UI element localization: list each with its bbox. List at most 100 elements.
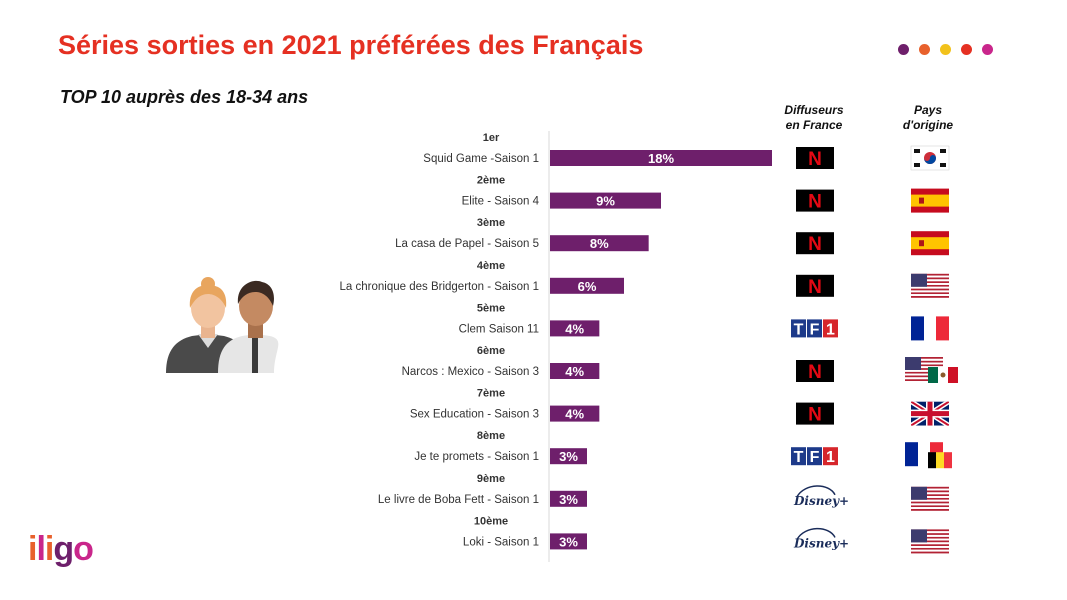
header-dot <box>898 44 909 55</box>
netflix-icon: N <box>796 232 834 255</box>
data-label: 18% <box>648 151 674 166</box>
category-label: Clem Saison 11 <box>459 323 539 335</box>
category-label: Elite - Saison 4 <box>462 196 540 208</box>
svg-text:N: N <box>808 149 822 170</box>
svg-text:N: N <box>808 405 822 426</box>
category-label: Je te promets - Saison 1 <box>414 451 539 463</box>
data-label: 3% <box>559 449 578 464</box>
people-illustration-icon <box>166 277 279 373</box>
rank-label: 3ème <box>477 217 505 229</box>
south-korea-flag-icon <box>910 145 950 171</box>
rank-label: 10ème <box>474 515 508 527</box>
usa-flag-icon <box>911 273 949 298</box>
category-label: La casa de Papel - Saison 5 <box>395 238 539 250</box>
usa-flag-icon <box>905 357 943 381</box>
chart-row: 3ème La casa de Papel - Saison 5 8% <box>395 217 949 256</box>
disney-plus-icon: Disney+ <box>793 527 849 550</box>
iligo-logo: iligo <box>28 530 94 569</box>
data-label: 3% <box>559 492 578 507</box>
chart-row: 8ème Je te promets - Saison 1 3% <box>414 430 952 469</box>
bar <box>550 533 587 550</box>
broadcaster-header-line1: Diffuseurs <box>784 103 844 117</box>
spain-flag-icon <box>911 231 949 256</box>
svg-text:N: N <box>808 362 822 383</box>
chart-row: 7ème Sex Education - Saison 3 4% <box>410 388 949 426</box>
svg-text:N: N <box>808 277 822 298</box>
svg-text:1: 1 <box>826 321 835 338</box>
logo-letter: g <box>53 530 74 568</box>
chart-row: 10ème Loki - Saison 1 3% <box>463 515 949 554</box>
data-label: 4% <box>565 407 584 422</box>
bar <box>550 448 587 465</box>
svg-text:T: T <box>794 449 804 466</box>
category-label: Narcos : Mexico - Saison 3 <box>402 366 539 378</box>
logo-letter: l <box>36 530 46 568</box>
netflix-icon: N <box>796 402 834 426</box>
svg-text:F: F <box>810 449 820 466</box>
data-label: 4% <box>565 321 584 336</box>
chart-row: 9ème Le livre de Boba Fett - Saison 1 3% <box>378 473 949 511</box>
netflix-icon: N <box>796 360 834 383</box>
france-flag-icon <box>911 316 949 341</box>
rank-label: 5ème <box>477 302 505 314</box>
bar <box>550 277 624 294</box>
chart-row: 6ème Narcos : Mexico - Saison 3 4% <box>402 345 958 383</box>
data-label: 8% <box>590 236 609 251</box>
origin-header-line1: Pays <box>913 103 943 117</box>
uk-flag-icon <box>911 401 949 426</box>
usa-flag-icon <box>911 486 949 511</box>
header-dot <box>982 44 993 55</box>
bar <box>550 192 661 209</box>
data-label: 3% <box>559 534 578 549</box>
page-title: Séries sorties en 2021 préférées des Fra… <box>58 30 644 60</box>
header-dot <box>940 44 951 55</box>
logo-letter: o <box>73 530 94 568</box>
chart-row: 4ème La chronique des Bridgerton - Saison… <box>340 260 949 298</box>
svg-text:1: 1 <box>826 449 835 466</box>
usa-flag-icon <box>911 529 949 554</box>
bar <box>550 320 600 337</box>
spain-flag-icon <box>911 188 949 213</box>
netflix-icon: N <box>796 189 834 213</box>
category-label: Loki - Saison 1 <box>463 536 539 548</box>
rank-label: 4ème <box>477 260 505 272</box>
bar <box>550 363 600 379</box>
rank-label: 2ème <box>477 175 505 187</box>
rank-label: 1er <box>483 132 500 144</box>
category-label: La chronique des Bridgerton - Saison 1 <box>340 281 539 293</box>
bar <box>550 405 600 422</box>
svg-text:F: F <box>810 321 820 338</box>
logo-letter: i <box>44 530 55 568</box>
logo-letter: i <box>28 530 38 568</box>
bar <box>550 150 772 166</box>
data-label: 9% <box>596 194 615 209</box>
category-label: Squid Game -Saison 1 <box>423 153 539 165</box>
svg-text:N: N <box>808 234 822 255</box>
mexico-flag-icon <box>928 367 958 383</box>
svg-text:N: N <box>808 192 822 213</box>
broadcaster-header-line2: en France <box>785 118 843 132</box>
data-label: 4% <box>565 364 584 379</box>
svg-text:T: T <box>794 321 804 338</box>
rank-label: 7ème <box>477 388 505 400</box>
chart-row: 2ème Elite - Saison 4 9% <box>462 175 949 213</box>
rank-label: 8ème <box>477 430 505 442</box>
rank-label: 9ème <box>477 473 505 485</box>
page-subtitle: TOP 10 auprès des 18-34 ans <box>60 87 309 107</box>
origin-header-line2: d'origine <box>902 118 954 132</box>
netflix-icon: N <box>796 147 834 170</box>
header-dot <box>919 44 930 55</box>
broadcaster-column-header: Diffuseurs en France <box>764 103 864 133</box>
data-label: 6% <box>578 279 597 294</box>
netflix-icon: N <box>796 274 834 298</box>
disney-plus-icon: Disney+ <box>793 485 849 508</box>
category-label: Sex Education - Saison 3 <box>410 409 539 421</box>
category-label: Le livre de Boba Fett - Saison 1 <box>378 494 539 506</box>
svg-text:Disney+: Disney+ <box>793 494 849 508</box>
chart-row: 1er Squid Game -Saison 1 18% <box>423 132 950 171</box>
chart-row: 5ème Clem Saison 11 4% <box>459 302 949 341</box>
rank-label: 6ème <box>477 345 505 357</box>
bar <box>550 235 649 252</box>
